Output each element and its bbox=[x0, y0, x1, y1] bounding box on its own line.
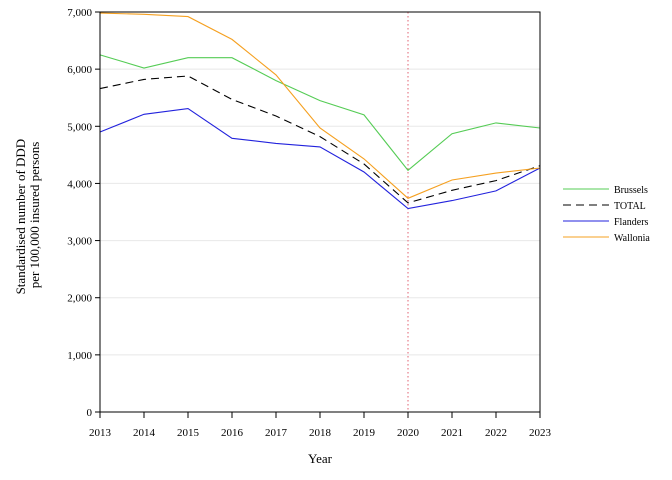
x-tick-label: 2018 bbox=[309, 427, 332, 439]
y-axis-title-line-2: per 100,000 insured persons bbox=[27, 142, 42, 289]
x-tick-label: 2014 bbox=[133, 427, 156, 439]
x-tick-label: 2013 bbox=[89, 427, 112, 439]
legend: Brussels TOTAL Flanders Wallonia bbox=[563, 185, 650, 244]
y-tick-label: 3,000 bbox=[67, 236, 92, 248]
x-tick-label: 2019 bbox=[353, 427, 376, 439]
y-axis-title-line-1: Standardised number of DDD bbox=[13, 139, 28, 295]
legend-label-wallonia: Wallonia bbox=[614, 233, 650, 244]
legend-label-brussels: Brussels bbox=[614, 185, 648, 196]
x-tick-label: 2020 bbox=[397, 427, 420, 439]
legend-label-total: TOTAL bbox=[614, 201, 646, 212]
series-line-brussels bbox=[99, 54, 541, 172]
x-tick-label: 2022 bbox=[485, 427, 507, 439]
x-tick-label: 2023 bbox=[529, 427, 552, 439]
y-tick-label: 2,000 bbox=[67, 293, 92, 305]
plot-frame bbox=[99, 11, 541, 413]
y-tick-label: 0 bbox=[87, 407, 93, 419]
series-line-wallonia bbox=[99, 12, 541, 199]
x-tick-label: 2015 bbox=[177, 427, 200, 439]
y-axis-title: Standardised number of DDD per 100,000 i… bbox=[13, 136, 42, 295]
x-tick-label: 2021 bbox=[441, 427, 463, 439]
grid-lines bbox=[100, 68, 540, 356]
y-tick-label: 1,000 bbox=[67, 350, 92, 362]
y-tick-label: 7,000 bbox=[67, 7, 92, 19]
series-line-flanders bbox=[99, 108, 541, 210]
y-tick-label: 6,000 bbox=[67, 64, 92, 76]
x-axis: 2013 2014 2015 2016 2017 2018 2019 2020 2021 2022… bbox=[89, 412, 552, 439]
series-lines bbox=[99, 12, 541, 210]
series-line-total bbox=[99, 75, 541, 204]
y-axis: 0 1,000 2,000 3,000 4,000 5,000 6,000 7,000 bbox=[67, 7, 100, 419]
x-axis-title: Year bbox=[308, 451, 333, 466]
y-tick-label: 5,000 bbox=[67, 121, 92, 133]
legend-label-flanders: Flanders bbox=[614, 217, 649, 228]
plot-border bbox=[99, 11, 541, 413]
x-tick-label: 2017 bbox=[265, 427, 288, 439]
x-tick-label: 2016 bbox=[221, 427, 244, 439]
y-tick-label: 4,000 bbox=[67, 178, 92, 190]
